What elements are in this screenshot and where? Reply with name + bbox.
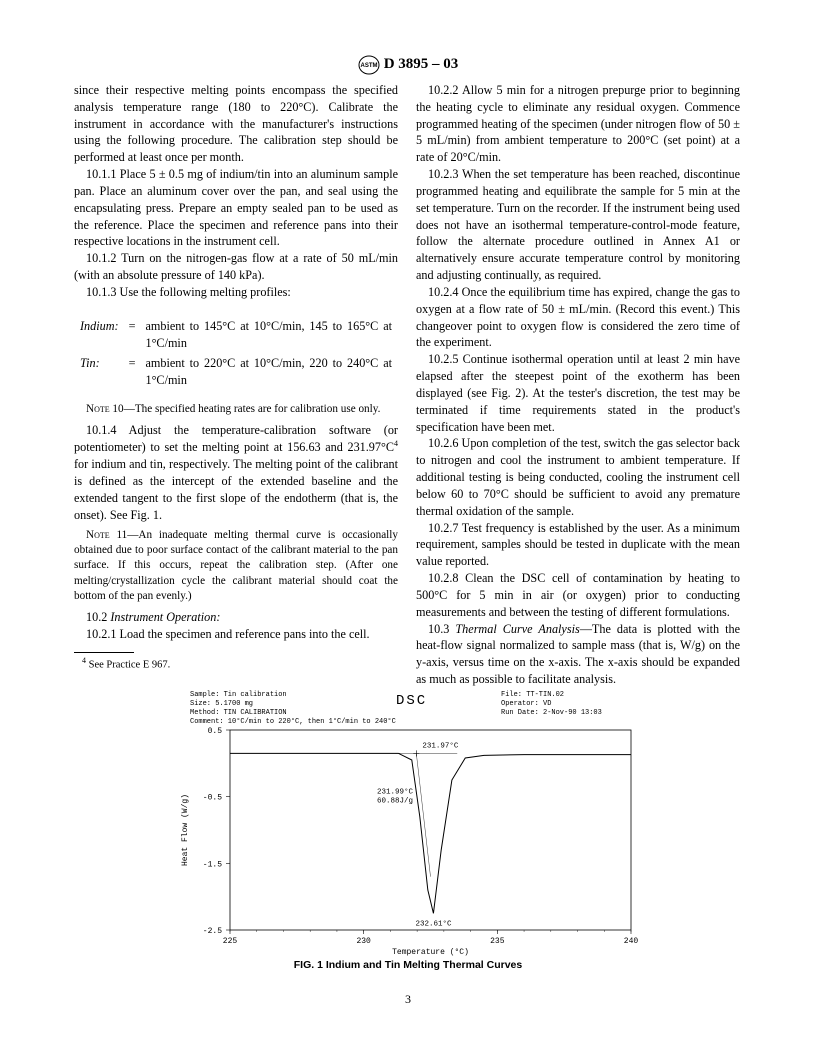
figure-caption: FIG. 1 Indium and Tin Melting Thermal Cu… xyxy=(175,958,641,972)
footnote-rule xyxy=(74,652,134,653)
para: 10.2.2 Allow 5 min for a nitrogen prepur… xyxy=(416,82,740,166)
figure-1: Sample: Tin calibrationSize: 5.1700 mgMe… xyxy=(175,688,641,972)
para: 10.2.5 Continue isothermal operation unt… xyxy=(416,351,740,435)
para-1014: 10.1.4 Adjust the temperature-calibratio… xyxy=(74,422,398,524)
svg-text:Comment: 10°C/min to 220°C, th: Comment: 10°C/min to 220°C, then 1°C/min… xyxy=(190,717,396,726)
svg-text:Operator: VD: Operator: VD xyxy=(501,700,551,708)
astm-logo: ASTM xyxy=(358,55,380,75)
para: 10.2.7 Test frequency is established by … xyxy=(416,520,740,570)
section-10-3: 10.3 Thermal Curve Analysis—The data is … xyxy=(416,621,740,688)
note-label: Note 10— xyxy=(86,403,135,415)
para: 10.2.4 Once the equilibrium time has exp… xyxy=(416,284,740,351)
svg-text:232.61°C: 232.61°C xyxy=(415,919,452,928)
svg-text:Heat Flow (W/g): Heat Flow (W/g) xyxy=(181,794,190,866)
svg-text:235: 235 xyxy=(490,937,505,946)
svg-text:Temperature (°C): Temperature (°C) xyxy=(392,948,469,956)
svg-text:0.5: 0.5 xyxy=(208,727,223,736)
note-text: The specified heating rates are for cali… xyxy=(135,403,381,415)
page-header: ASTM D 3895 – 03 xyxy=(0,54,816,75)
melting-profiles: Indium:=ambient to 145°C at 10°C/min, 14… xyxy=(74,315,398,392)
footnote-4: 4 See Practice E 967. xyxy=(74,655,398,673)
svg-text:Run Date: 2-Nov-90 13:03: Run Date: 2-Nov-90 13:03 xyxy=(501,709,602,717)
para: since their respective melting points en… xyxy=(74,82,398,166)
note-label: Note 11— xyxy=(86,529,138,541)
svg-text:-1.5: -1.5 xyxy=(203,860,222,869)
left-column: since their respective melting points en… xyxy=(74,82,398,688)
svg-text:230: 230 xyxy=(356,937,371,946)
body-columns: since their respective melting points en… xyxy=(74,82,740,688)
svg-text:225: 225 xyxy=(223,937,238,946)
eq: = xyxy=(125,317,140,353)
page-number: 3 xyxy=(0,991,816,1008)
svg-text:Method: TIN CALIBRATION: Method: TIN CALIBRATION xyxy=(190,709,287,717)
para: 10.2.8 Clean the DSC cell of contaminati… xyxy=(416,570,740,620)
indium-profile: ambient to 145°C at 10°C/min, 145 to 165… xyxy=(141,317,396,353)
para: 10.1.3 Use the following melting profile… xyxy=(74,284,398,301)
svg-text:File: TT-TIN.02: File: TT-TIN.02 xyxy=(501,691,564,699)
dsc-plot: Sample: Tin calibrationSize: 5.1700 mgMe… xyxy=(175,688,641,956)
section-10-2: 10.2 Instrument Operation: xyxy=(74,609,398,626)
svg-text:60.88J/g: 60.88J/g xyxy=(377,797,413,805)
note-10: Note 10—The specified heating rates are … xyxy=(74,402,398,417)
right-column: 10.2.2 Allow 5 min for a nitrogen prepur… xyxy=(416,82,740,688)
svg-text:-0.5: -0.5 xyxy=(203,794,222,803)
footnote-ref: 4 xyxy=(394,439,398,448)
svg-text:Sample: Tin calibration: Sample: Tin calibration xyxy=(190,691,287,699)
para: 10.2.6 Upon completion of the test, swit… xyxy=(416,435,740,519)
note-11: Note 11—An inadequate melting thermal cu… xyxy=(74,528,398,605)
svg-text:-2.5: -2.5 xyxy=(203,927,222,936)
svg-text:231.97°C: 231.97°C xyxy=(422,741,459,750)
para: 10.2.3 When the set temperature has been… xyxy=(416,166,740,284)
svg-text:Size: 5.1700 mg: Size: 5.1700 mg xyxy=(190,700,253,708)
para: 10.2.1 Load the specimen and reference p… xyxy=(74,626,398,643)
eq: = xyxy=(125,354,140,390)
plot-svg: Sample: Tin calibrationSize: 5.1700 mgMe… xyxy=(175,688,641,956)
svg-text:DSC: DSC xyxy=(396,693,427,709)
tin-label: Tin: xyxy=(76,354,123,390)
tin-profile: ambient to 220°C at 10°C/min, 220 to 240… xyxy=(141,354,396,390)
para: 10.1.1 Place 5 ± 0.5 mg of indium/tin in… xyxy=(74,166,398,250)
svg-text:231.99°C: 231.99°C xyxy=(377,787,414,796)
indium-label: Indium: xyxy=(76,317,123,353)
para: 10.1.2 Turn on the nitrogen-gas flow at … xyxy=(74,250,398,284)
svg-text:ASTM: ASTM xyxy=(360,63,377,69)
svg-text:240: 240 xyxy=(624,937,639,946)
designation: D 3895 – 03 xyxy=(384,56,459,72)
